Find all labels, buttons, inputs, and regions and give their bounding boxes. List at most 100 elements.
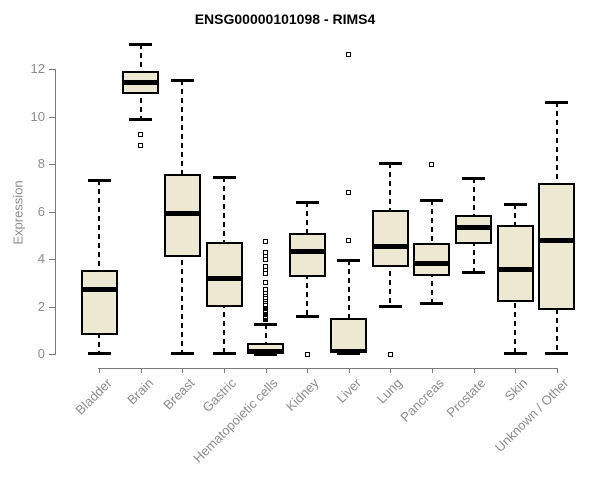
y-tick-label: 2 bbox=[37, 298, 45, 314]
box bbox=[80, 269, 118, 336]
whisker-cap-top bbox=[378, 162, 402, 166]
outlier-point bbox=[429, 161, 435, 167]
x-category-label: Kidney bbox=[283, 375, 323, 415]
outlier-point bbox=[138, 131, 144, 137]
x-axis-tick bbox=[182, 368, 184, 373]
whisker-cap-top bbox=[129, 43, 153, 47]
box bbox=[288, 232, 326, 277]
x-axis-tick bbox=[99, 368, 101, 373]
whisker-cap-top bbox=[87, 178, 111, 182]
x-axis-tick bbox=[390, 368, 392, 373]
outlier-point bbox=[263, 257, 269, 263]
y-axis-tick bbox=[49, 354, 55, 355]
y-axis-tick bbox=[49, 306, 55, 308]
x-axis-tick bbox=[431, 368, 433, 373]
whisker-cap-top bbox=[212, 176, 236, 180]
median-line bbox=[249, 349, 283, 352]
y-tick-label: 8 bbox=[37, 156, 45, 171]
x-category-label: Pancreas bbox=[397, 375, 447, 425]
x-category-label: Hematopoietic cells bbox=[190, 375, 281, 466]
whisker-cap-bottom bbox=[337, 352, 361, 356]
whisker-line bbox=[347, 259, 350, 354]
chart-title: ENSG00000101098 - RIMS4 bbox=[194, 11, 376, 27]
y-axis-tick bbox=[49, 211, 55, 213]
y-tick-label: 0 bbox=[37, 346, 45, 361]
box bbox=[413, 243, 451, 277]
outlier-point bbox=[346, 51, 352, 57]
whisker-cap-top bbox=[170, 78, 194, 82]
x-axis-tick bbox=[515, 368, 517, 373]
x-axis-tick bbox=[140, 368, 142, 373]
y-tick-label: 4 bbox=[37, 251, 45, 266]
y-axis-tick bbox=[49, 69, 55, 70]
whisker-cap-bottom bbox=[462, 270, 486, 274]
y-tick-label: 6 bbox=[37, 203, 45, 219]
median-line bbox=[540, 238, 574, 244]
whisker-cap-bottom bbox=[212, 351, 236, 355]
whisker-cap-bottom bbox=[170, 351, 194, 355]
x-category-label: Prostate bbox=[443, 375, 489, 421]
box bbox=[538, 182, 576, 311]
whisker-cap-bottom bbox=[295, 315, 319, 318]
x-axis-tick bbox=[348, 368, 350, 373]
box bbox=[371, 210, 409, 268]
median-line bbox=[415, 260, 449, 266]
y-axis-line bbox=[55, 69, 56, 355]
x-category-label: Skin bbox=[501, 375, 531, 404]
x-category-label: Bladder bbox=[71, 375, 115, 418]
whisker-cap-bottom bbox=[254, 352, 278, 356]
median-line bbox=[165, 211, 199, 217]
box bbox=[330, 318, 368, 354]
box bbox=[247, 343, 285, 354]
x-axis-tick bbox=[265, 368, 267, 373]
median-line bbox=[124, 79, 158, 85]
whisker-cap-top bbox=[545, 100, 569, 104]
y-tick-label: 12 bbox=[30, 61, 45, 76]
median-line bbox=[498, 267, 532, 273]
outlier-point bbox=[263, 279, 269, 285]
x-axis-tick bbox=[307, 368, 309, 373]
outlier-point bbox=[304, 351, 310, 357]
median-line bbox=[457, 225, 491, 231]
whisker-cap-top bbox=[503, 203, 527, 207]
y-axis-tick bbox=[49, 164, 55, 165]
whisker-cap-top bbox=[254, 323, 278, 327]
box bbox=[455, 215, 493, 245]
x-axis-tick bbox=[224, 368, 226, 373]
whisker-cap-bottom bbox=[87, 351, 111, 355]
y-axis-tick bbox=[49, 259, 55, 260]
outlier-point bbox=[263, 263, 269, 269]
whisker-line bbox=[98, 179, 101, 353]
median-line bbox=[290, 249, 324, 255]
median-line bbox=[373, 244, 407, 250]
outlier-point bbox=[346, 190, 352, 195]
x-category-label: Unknown / Other bbox=[492, 375, 572, 455]
box bbox=[205, 242, 243, 307]
x-axis-tick bbox=[556, 368, 558, 373]
whisker-cap-bottom bbox=[545, 352, 569, 356]
whisker-cap-top bbox=[295, 201, 319, 204]
whisker-cap-top bbox=[462, 176, 486, 180]
outlier-point bbox=[263, 239, 269, 245]
whisker-cap-bottom bbox=[420, 302, 444, 306]
x-category-label: Brain bbox=[123, 375, 156, 408]
median-line bbox=[82, 286, 116, 292]
outlier-point bbox=[346, 238, 352, 244]
box bbox=[122, 71, 160, 94]
whisker-cap-bottom bbox=[503, 352, 527, 356]
whisker-cap-top bbox=[337, 258, 361, 262]
x-category-label: Liver bbox=[333, 375, 364, 406]
y-axis-tick bbox=[49, 116, 55, 118]
outlier-point bbox=[263, 250, 269, 256]
outlier-point bbox=[387, 351, 393, 357]
whisker-cap-bottom bbox=[129, 117, 153, 121]
whisker-cap-bottom bbox=[378, 304, 402, 308]
x-category-label: Breast bbox=[160, 375, 198, 413]
whisker-cap-top bbox=[420, 199, 444, 203]
outlier-point bbox=[263, 287, 269, 293]
box bbox=[496, 225, 534, 302]
median-line bbox=[207, 275, 241, 281]
box bbox=[163, 173, 201, 257]
x-category-label: Gastric bbox=[199, 375, 239, 416]
